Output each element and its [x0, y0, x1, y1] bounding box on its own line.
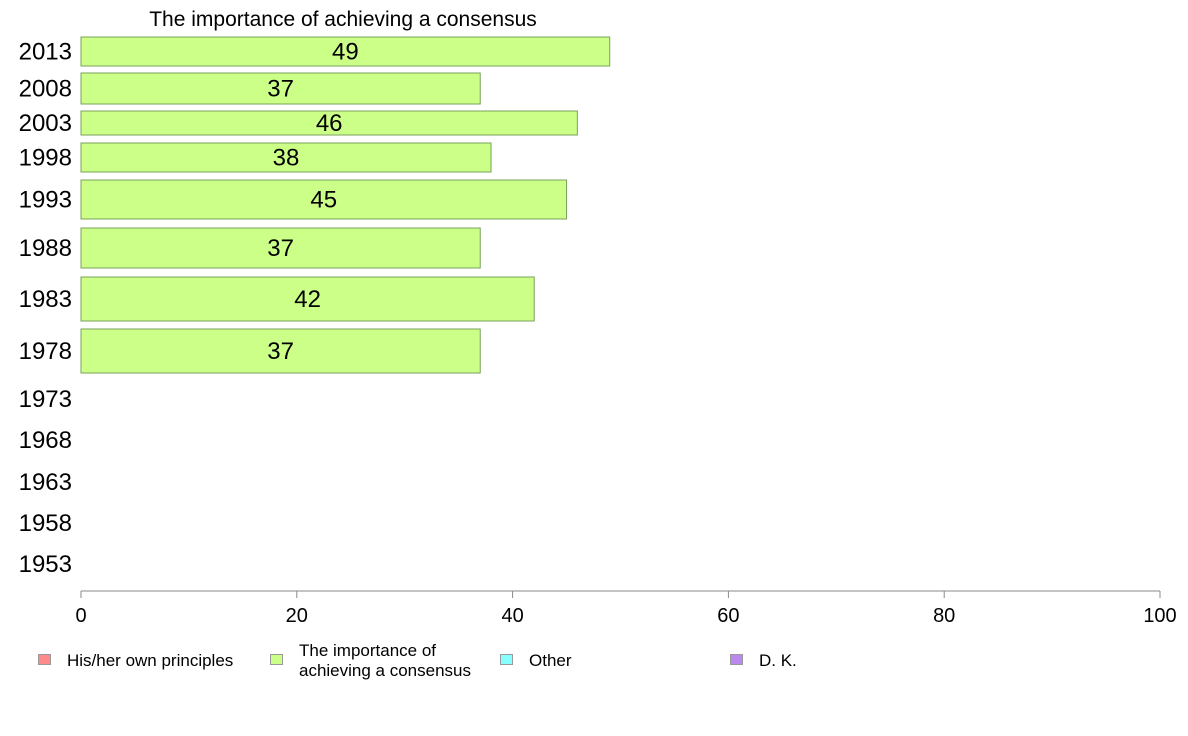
y-tick-label-1998: 1998: [19, 145, 72, 172]
bar-1983: [80, 276, 535, 322]
x-tick-label-100: 100: [1143, 605, 1176, 627]
legend-item-own-principles: His/her own principles: [38, 640, 233, 671]
data-label-1978: 37: [267, 338, 294, 365]
legend-item-consensus: The importance of achieving a consensus: [270, 640, 471, 681]
bar-2008: [80, 72, 481, 105]
legend-item-dk: D. K.: [730, 640, 797, 671]
data-label-2008: 37: [267, 76, 294, 103]
y-tick-label-1978: 1978: [19, 338, 72, 365]
y-tick-label-1973: 1973: [19, 386, 72, 413]
legend: His/her own principles The importance of…: [38, 640, 1138, 690]
legend-label-own-principles: His/her own principles: [67, 651, 234, 670]
x-tick-label-20: 20: [286, 605, 308, 627]
data-label-1983: 42: [294, 286, 321, 313]
x-axis: 0 20 40 60 80 100: [75, 590, 1177, 627]
y-tick-label-2003: 2003: [19, 110, 72, 137]
x-tick-label-80: 80: [933, 605, 955, 627]
y-tick-label-2013: 2013: [19, 39, 72, 66]
legend-swatch-own-principles: [38, 654, 51, 665]
x-tick-label-60: 60: [717, 605, 739, 627]
bar-1988: [80, 227, 481, 269]
y-tick-label-1968: 1968: [19, 427, 72, 454]
bar-1993: [80, 179, 568, 220]
y-tick-label-1953: 1953: [19, 551, 72, 578]
bar-1998: [80, 142, 492, 173]
data-label-2013: 49: [332, 39, 359, 66]
legend-label-other: Other: [529, 651, 572, 670]
y-tick-label-1993: 1993: [19, 187, 72, 214]
legend-item-other: Other: [500, 640, 572, 671]
bar-1978: [80, 328, 481, 374]
data-label-1988: 37: [267, 235, 294, 262]
legend-swatch-dk: [730, 654, 743, 665]
chart-title: The importance of achieving a consensus: [149, 8, 537, 31]
y-tick-label-1958: 1958: [19, 510, 72, 537]
y-tick-label-1983: 1983: [19, 286, 72, 313]
y-tick-label-2008: 2008: [19, 76, 72, 103]
legend-label-consensus: The importance of achieving a consensus: [299, 641, 472, 680]
bar-2013: [80, 36, 611, 67]
legend-swatch-other: [500, 654, 513, 665]
y-tick-label-1988: 1988: [19, 235, 72, 262]
y-axis-labels: 2013 2008 2003 1998 1993 1988 1983 1978 1973 1968…: [19, 39, 72, 579]
y-tick-label-1963: 1963: [19, 469, 72, 496]
bar-2003: [80, 110, 578, 136]
x-tick-label-0: 0: [75, 605, 86, 627]
legend-label-dk: D. K.: [759, 651, 797, 670]
data-label-1998: 38: [273, 145, 300, 172]
data-label-1993: 45: [310, 187, 337, 214]
data-label-2003: 46: [316, 110, 343, 137]
x-tick-label-40: 40: [501, 605, 523, 627]
legend-swatch-consensus: [270, 654, 283, 665]
